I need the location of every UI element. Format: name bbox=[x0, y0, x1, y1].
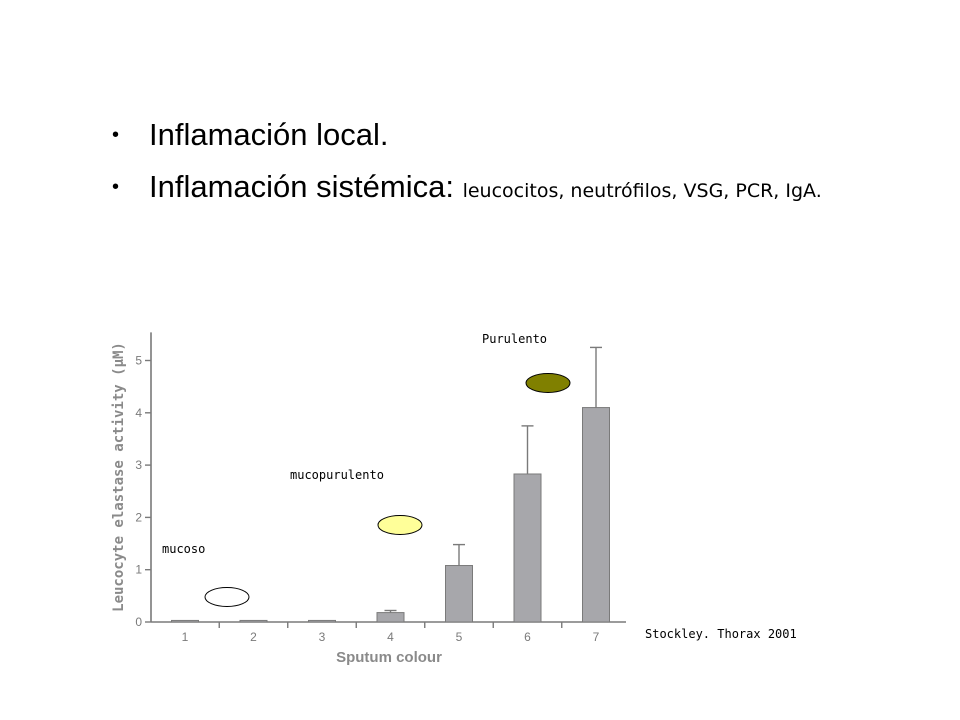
bullet-glyph: • bbox=[112, 124, 120, 146]
x-tick-label: 3 bbox=[319, 630, 326, 644]
swatch-mucopurulento bbox=[377, 515, 423, 535]
x-tick-label: 2 bbox=[250, 630, 257, 644]
bullet-glyph: • bbox=[112, 176, 120, 198]
bar bbox=[513, 473, 542, 623]
bullet-sub-text: leucocitos, neutrófilos, VSG, PCR, IgA. bbox=[462, 180, 822, 202]
y-tick-label: 2 bbox=[135, 510, 142, 524]
bullet-main-text: Inflamación sistémica: bbox=[149, 169, 463, 204]
sputum-colour-swatches bbox=[204, 373, 571, 607]
bar bbox=[308, 619, 336, 623]
bar bbox=[171, 619, 199, 623]
annotation-mucopurulento: mucopurulento bbox=[290, 468, 384, 482]
chart-error-bars bbox=[384, 346, 602, 613]
swatch-mucoso bbox=[204, 587, 250, 607]
y-axis-title: Leucocyte elastase activity (μM) bbox=[111, 342, 127, 612]
swatch-purulento bbox=[525, 373, 571, 393]
bar bbox=[582, 407, 610, 623]
y-tick-label: 0 bbox=[135, 615, 142, 629]
bar bbox=[239, 619, 268, 623]
chart-bars bbox=[171, 407, 610, 623]
y-tick-label: 5 bbox=[135, 354, 142, 368]
y-tick-label: 3 bbox=[135, 458, 142, 472]
annotation-mucoso: mucoso bbox=[162, 542, 205, 556]
source-citation: Stockley. Thorax 2001 bbox=[645, 627, 797, 641]
x-tick-label: 5 bbox=[456, 630, 463, 644]
x-tick-label: 7 bbox=[593, 630, 600, 644]
x-axis-title: Sputum colour bbox=[336, 649, 442, 666]
bar bbox=[445, 565, 473, 623]
x-tick-label: 4 bbox=[387, 630, 394, 644]
bullet-main-text: Inflamación local. bbox=[149, 117, 389, 152]
y-tick-label: 4 bbox=[135, 406, 142, 420]
annotation-purulento: Purulento bbox=[482, 332, 547, 346]
chart-labels: Leucocyte elastase activity (μM) Sputum … bbox=[111, 332, 797, 666]
bar bbox=[376, 612, 405, 623]
x-tick-label: 1 bbox=[182, 630, 189, 644]
x-tick-label: 6 bbox=[524, 630, 531, 644]
y-tick-label: 1 bbox=[135, 563, 142, 577]
